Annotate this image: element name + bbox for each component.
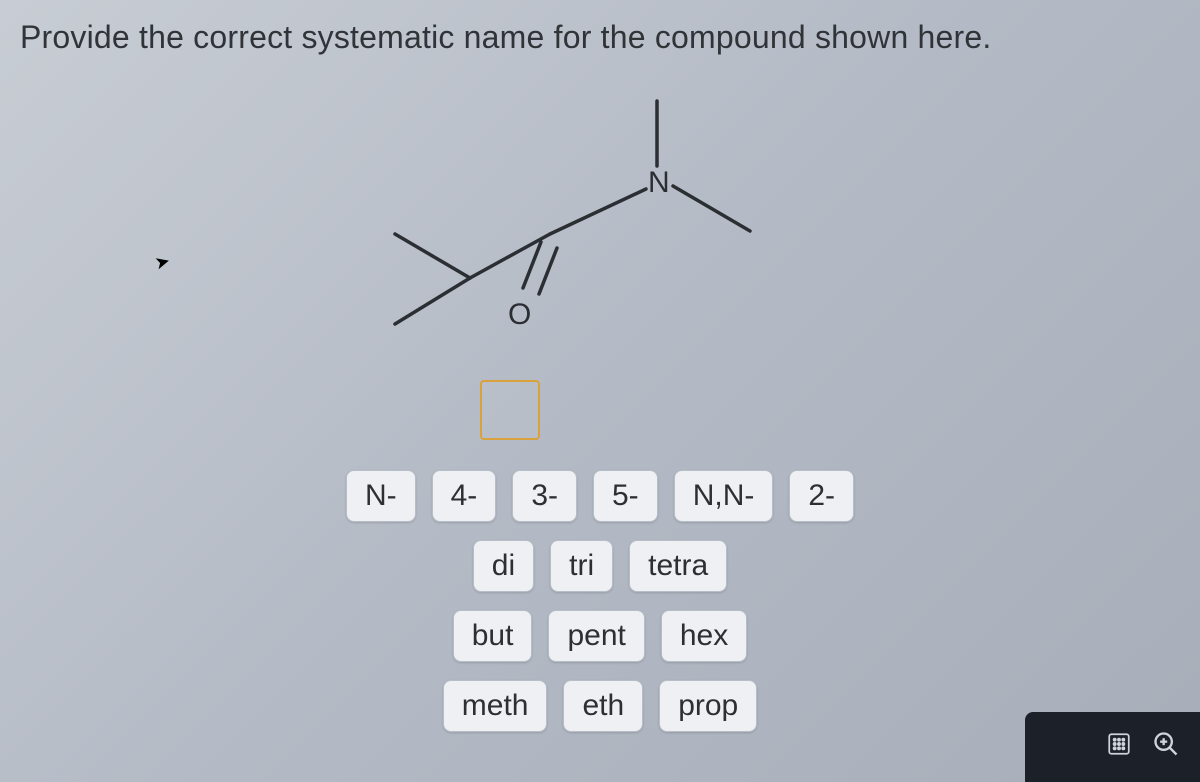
zoom-in-icon[interactable] bbox=[1152, 730, 1180, 765]
molecule-svg: N O bbox=[355, 66, 785, 346]
keypad-icon[interactable] bbox=[1106, 731, 1132, 764]
answer-drop-slot[interactable] bbox=[480, 380, 540, 440]
tile-row-3: but pent hex bbox=[453, 610, 747, 662]
question-prompt: Provide the correct systematic name for … bbox=[20, 18, 1180, 56]
tile-row-2: di tri tetra bbox=[473, 540, 727, 592]
tile-but[interactable]: but bbox=[453, 610, 533, 662]
tile-prop[interactable]: prop bbox=[659, 680, 757, 732]
tile-meth[interactable]: meth bbox=[443, 680, 548, 732]
tile-nn-prefix[interactable]: N,N- bbox=[674, 470, 774, 522]
atom-label-n: N bbox=[648, 166, 670, 199]
exercise-page: Provide the correct systematic name for … bbox=[0, 0, 1200, 782]
atom-label-o: O bbox=[508, 298, 531, 331]
tile-hex[interactable]: hex bbox=[661, 610, 747, 662]
tile-tri[interactable]: tri bbox=[550, 540, 613, 592]
tile-di[interactable]: di bbox=[473, 540, 534, 592]
tile-row-4: meth eth prop bbox=[443, 680, 757, 732]
tile-row-1: N- 4- 3- 5- N,N- 2- bbox=[346, 470, 854, 522]
tile-4-locant[interactable]: 4- bbox=[432, 470, 497, 522]
tile-3-locant[interactable]: 3- bbox=[512, 470, 577, 522]
tile-5-locant[interactable]: 5- bbox=[593, 470, 658, 522]
tile-pent[interactable]: pent bbox=[548, 610, 644, 662]
tile-tetra[interactable]: tetra bbox=[629, 540, 727, 592]
bottom-toolbar bbox=[1025, 712, 1200, 782]
tile-eth[interactable]: eth bbox=[563, 680, 643, 732]
tile-n-prefix[interactable]: N- bbox=[346, 470, 416, 522]
molecule-structure-area: N O bbox=[20, 86, 1180, 376]
tile-palette: N- 4- 3- 5- N,N- 2- di tri tetra but pen… bbox=[0, 470, 1200, 732]
tile-2-locant[interactable]: 2- bbox=[789, 470, 854, 522]
